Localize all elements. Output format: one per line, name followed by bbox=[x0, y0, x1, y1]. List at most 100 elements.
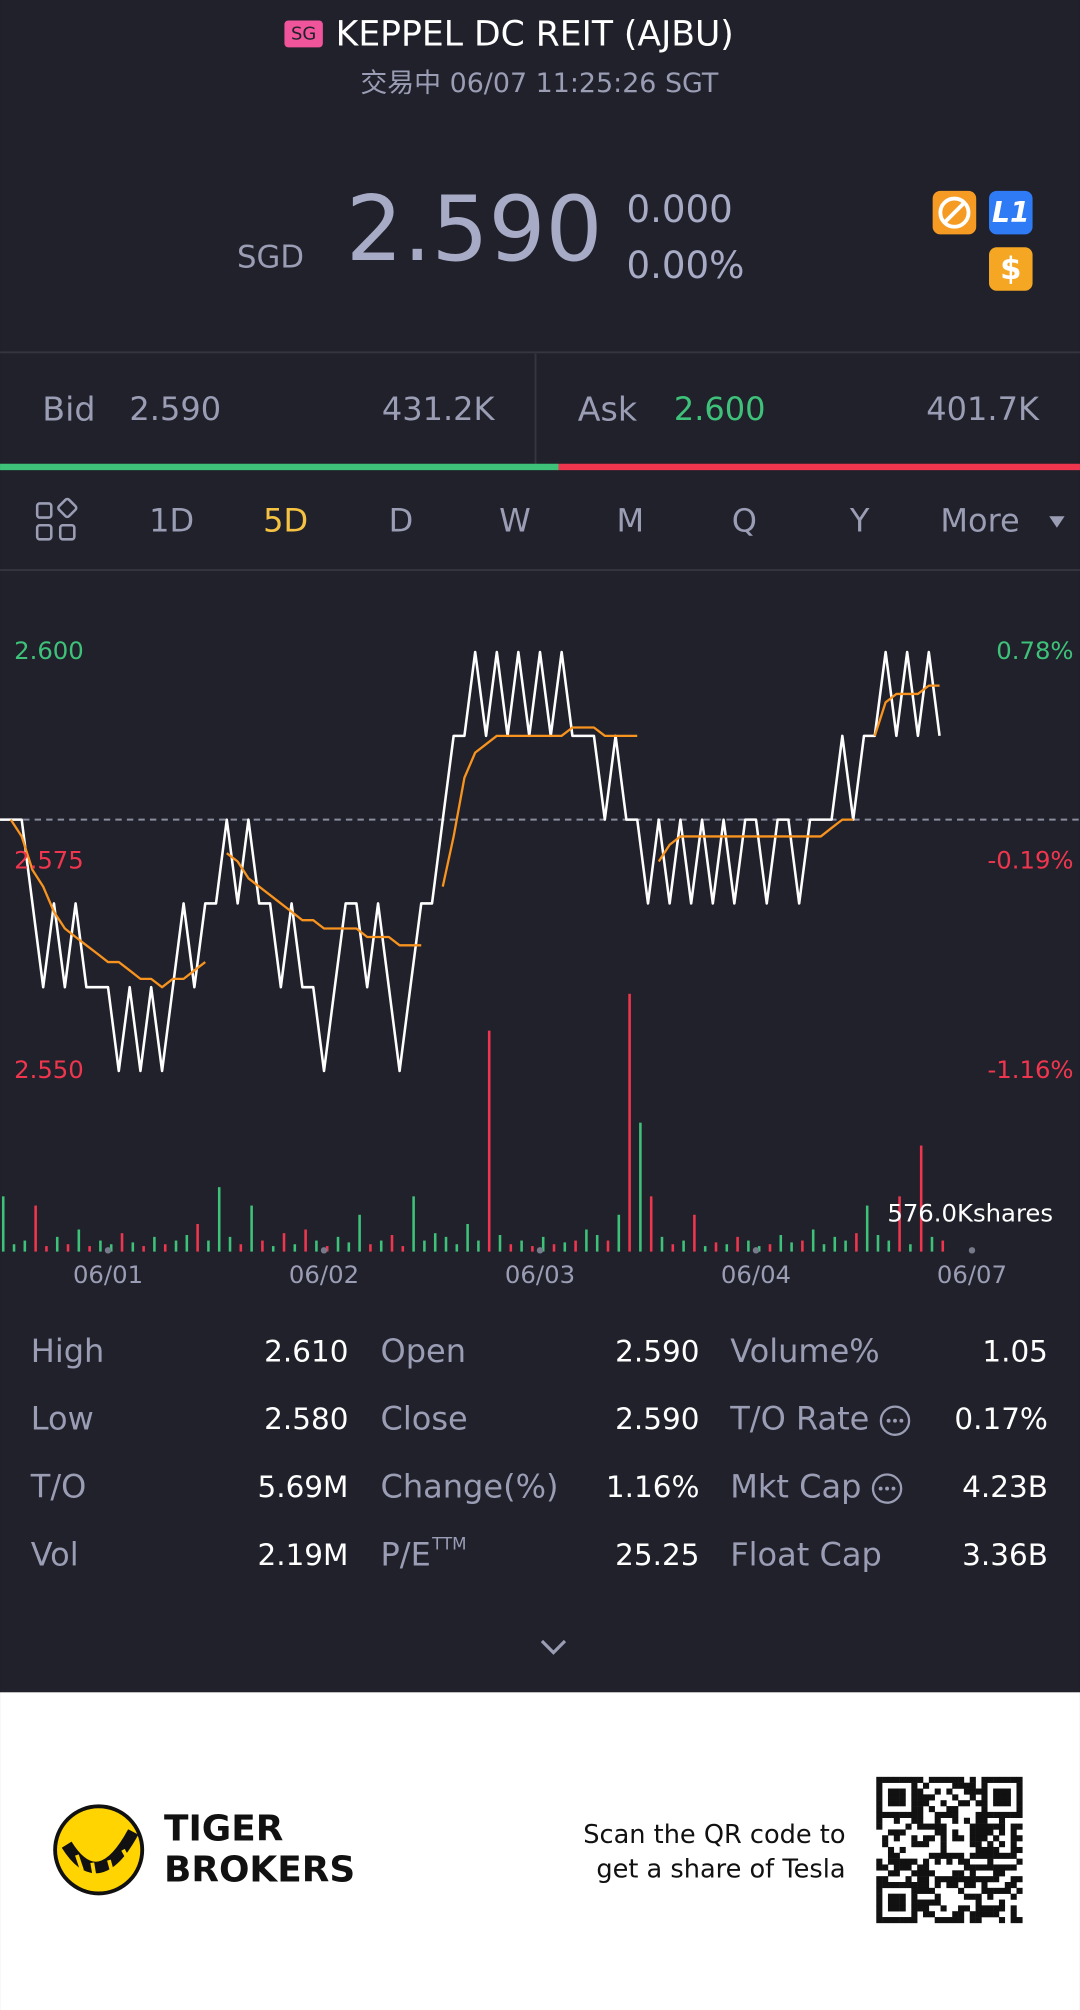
qr-module bbox=[917, 1841, 924, 1848]
icon-dollar[interactable] bbox=[989, 247, 1033, 291]
qr-module bbox=[923, 1823, 930, 1830]
qr-module bbox=[975, 1800, 982, 1807]
tab[interactable]: W bbox=[499, 502, 531, 540]
stat-label: Volume% bbox=[730, 1332, 880, 1370]
tab[interactable]: Q bbox=[732, 502, 757, 540]
stat-label: Mkt Cap bbox=[730, 1468, 861, 1506]
qr-module bbox=[969, 1876, 976, 1883]
price-line bbox=[0, 650, 941, 1073]
stat-value: 2.19M bbox=[257, 1538, 348, 1572]
qr-module bbox=[998, 1917, 1006, 1924]
tab[interactable]: D bbox=[389, 502, 414, 540]
qr-module bbox=[987, 1887, 994, 1894]
qr-module bbox=[952, 1917, 959, 1924]
qr-module bbox=[911, 1776, 918, 1783]
volume-bar bbox=[919, 1145, 923, 1252]
qr-module bbox=[928, 1823, 935, 1830]
qr-module bbox=[893, 1899, 900, 1906]
qr-module bbox=[987, 1911, 994, 1918]
volume-bar bbox=[876, 1235, 880, 1252]
stat-value: 4.23B bbox=[962, 1470, 1048, 1504]
tab[interactable]: 5D bbox=[263, 502, 308, 540]
qr-module bbox=[882, 1917, 889, 1924]
volume-bar bbox=[315, 1240, 318, 1252]
qr-module bbox=[882, 1776, 889, 1783]
volume-bar bbox=[714, 1242, 718, 1252]
tab[interactable]: M bbox=[617, 502, 645, 540]
qr-module bbox=[963, 1782, 971, 1789]
qr-module bbox=[893, 1788, 900, 1795]
qr-module bbox=[934, 1811, 941, 1818]
stat-value: 1.16% bbox=[606, 1470, 700, 1504]
icon-level[interactable] bbox=[989, 190, 1033, 235]
qr-module bbox=[1010, 1864, 1017, 1871]
volume-bar bbox=[682, 1240, 685, 1252]
qr-module bbox=[958, 1776, 965, 1783]
qr-module bbox=[975, 1817, 982, 1824]
qr-module bbox=[958, 1858, 965, 1865]
qr-module bbox=[993, 1800, 1000, 1807]
volume-bar bbox=[595, 1235, 599, 1252]
qr-module bbox=[993, 1794, 1000, 1801]
volume-bar bbox=[747, 1240, 750, 1252]
qr-module bbox=[876, 1823, 883, 1830]
qr-module bbox=[975, 1905, 982, 1912]
stat-label: Change(%) bbox=[381, 1468, 559, 1506]
qr-module bbox=[893, 1917, 900, 1924]
qr-module bbox=[1010, 1911, 1017, 1918]
qr-module bbox=[1010, 1811, 1017, 1818]
qr-module bbox=[882, 1876, 889, 1883]
qr-module bbox=[1004, 1881, 1011, 1889]
qr-module bbox=[882, 1835, 889, 1842]
volume-bar bbox=[455, 1244, 459, 1252]
qr-module bbox=[998, 1852, 1006, 1859]
badge-bg bbox=[284, 20, 323, 48]
qr-module bbox=[981, 1776, 988, 1783]
brand-line: TIGER bbox=[164, 1809, 283, 1850]
qr-module bbox=[969, 1823, 976, 1830]
qr-module bbox=[899, 1800, 906, 1807]
layout-icon[interactable] bbox=[35, 497, 78, 541]
qr-module bbox=[934, 1852, 941, 1859]
qr-module bbox=[969, 1782, 976, 1789]
volume-bar bbox=[736, 1236, 739, 1252]
qr-code bbox=[876, 1776, 1023, 1924]
tab[interactable]: Y bbox=[849, 502, 870, 540]
qr-module bbox=[987, 1852, 994, 1859]
qr-module bbox=[958, 1800, 965, 1807]
qr-module bbox=[893, 1893, 900, 1900]
volume-bar bbox=[282, 1233, 286, 1252]
qr-module bbox=[987, 1823, 994, 1830]
tab[interactable]: More bbox=[940, 502, 1019, 540]
qr-module bbox=[993, 1811, 1000, 1818]
qr-module bbox=[993, 1788, 1000, 1795]
qr-module bbox=[1010, 1829, 1017, 1836]
volume-bar bbox=[120, 1233, 124, 1252]
qr-module bbox=[981, 1788, 988, 1795]
qr-module bbox=[987, 1841, 994, 1848]
volume-bar bbox=[898, 1196, 901, 1252]
volume-bar bbox=[844, 1240, 847, 1252]
icon-hk-glyph bbox=[938, 196, 971, 229]
qr-module bbox=[993, 1870, 1000, 1877]
qr-module bbox=[917, 1899, 924, 1906]
info-icon bbox=[871, 1473, 903, 1504]
volume-bar bbox=[541, 1236, 545, 1252]
qr-module bbox=[882, 1864, 889, 1871]
qr-module bbox=[1016, 1788, 1023, 1795]
qr-module bbox=[987, 1811, 994, 1818]
qr-module bbox=[998, 1776, 1006, 1783]
icon-dollar-text: $ bbox=[1000, 251, 1021, 287]
volume-bar bbox=[379, 1240, 383, 1252]
expand-chevron[interactable] bbox=[540, 1639, 567, 1655]
qr-module bbox=[917, 1881, 924, 1889]
volume-bar bbox=[552, 1244, 556, 1252]
qr-module bbox=[887, 1852, 895, 1859]
qr-module bbox=[998, 1841, 1006, 1848]
tab[interactable]: 1D bbox=[149, 502, 194, 540]
qr-module bbox=[963, 1893, 971, 1900]
date-dot bbox=[968, 1247, 976, 1254]
qr-module bbox=[981, 1800, 988, 1807]
qr-module bbox=[876, 1806, 883, 1813]
y2-tick-label: 0.78% bbox=[996, 636, 1073, 665]
